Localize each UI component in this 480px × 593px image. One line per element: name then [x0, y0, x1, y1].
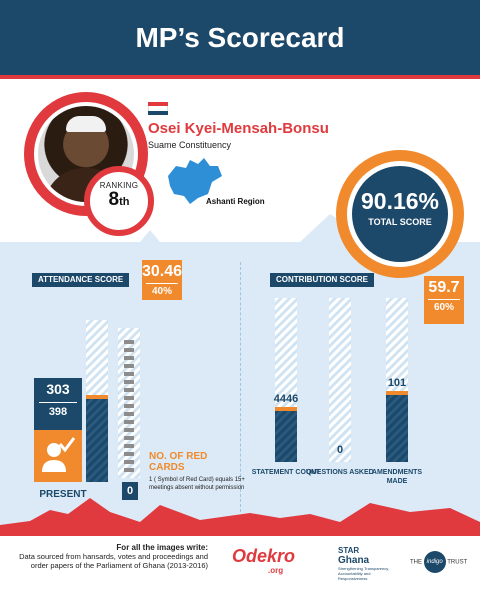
- contribution-bar-fill: [275, 411, 297, 462]
- odekro-logo-sub: .org: [268, 566, 284, 575]
- contribution-score-box: 59.7 60%: [424, 276, 464, 324]
- source-text: Data sourced from hansards, votes and pr…: [19, 552, 208, 570]
- header-stripe: [0, 75, 480, 79]
- region-label: Ashanti Region: [206, 197, 265, 206]
- contribution-bar-label: AMENDMENTS MADE: [371, 469, 423, 485]
- red-card-note: 1 ( Symbol of Red Card) equals 15+ meeti…: [149, 477, 245, 491]
- present-count: 303: [46, 381, 70, 397]
- section-divider: [240, 262, 241, 512]
- red-card-dashes: [124, 340, 134, 476]
- mp-constituency: Suame Constituency: [148, 140, 232, 150]
- present-label: PRESENT: [39, 489, 87, 500]
- red-card-title: NO. OF RED CARDS: [149, 451, 208, 473]
- contribution-bar: [329, 298, 351, 462]
- contribution-bar-value: 101: [387, 377, 407, 389]
- contribution-score-value: 59.7: [428, 279, 460, 296]
- ranking-label: RANKING: [99, 181, 139, 190]
- attendance-score-label: ATTENDANCE SCORE: [32, 273, 130, 287]
- contribution-bar-label: STATEMENT COUNT: [251, 469, 321, 476]
- party-flag-icon: [148, 102, 168, 115]
- total-sittings: 398: [39, 402, 77, 418]
- total-score-badge: 90.16% TOTAL SCORE: [352, 166, 448, 262]
- contribution-bar: [275, 298, 297, 462]
- source-note: For all the images write: Data sourced f…: [8, 543, 208, 570]
- ranking-badge: RANKING 8th: [84, 166, 154, 236]
- contribution-score-label: CONTRIBUTION SCORE: [270, 273, 374, 287]
- present-icon: [34, 430, 82, 482]
- contribution-bar-cap: [386, 391, 408, 395]
- mp-name: Osei Kyei-Mensah-Bonsu: [148, 120, 329, 137]
- contribution-bar-fill: [386, 395, 408, 462]
- attendance-bar-fill: [86, 399, 108, 482]
- present-count-box: 303 398: [34, 378, 82, 430]
- total-score-label: TOTAL SCORE: [368, 217, 432, 227]
- page-title: MP’s Scorecard: [135, 22, 345, 53]
- header-bar: MP’s Scorecard: [0, 0, 480, 75]
- star-ghana-logo: STAR Ghana Strengthening Transparency, A…: [338, 546, 390, 581]
- contribution-bar-cap: [275, 407, 297, 411]
- region-map-icon: [168, 158, 222, 204]
- indigo-trust-logo: THE indigo TRUST: [410, 551, 467, 573]
- attendance-score-value: 30.46: [142, 263, 183, 280]
- contribution-bar-label: QUESTIONS ASKED: [306, 469, 374, 476]
- source-heading: For all the images write:: [116, 543, 208, 552]
- contribution-bar-value: 4446: [273, 393, 299, 405]
- red-card-count: 0: [122, 482, 138, 500]
- attendance-bar: [86, 320, 108, 482]
- odekro-logo: Odekro: [232, 546, 296, 566]
- contribution-weight: 60%: [428, 299, 460, 313]
- total-score-value: 90.16%: [360, 188, 439, 214]
- attendance-weight: 40%: [146, 283, 178, 297]
- contribution-bar: [386, 298, 408, 462]
- attendance-bar-cap: [86, 395, 108, 399]
- attendance-score-box: 30.46 40%: [142, 260, 182, 300]
- ranking-value: 8th: [108, 189, 130, 210]
- contribution-bar-value: 0: [336, 444, 344, 456]
